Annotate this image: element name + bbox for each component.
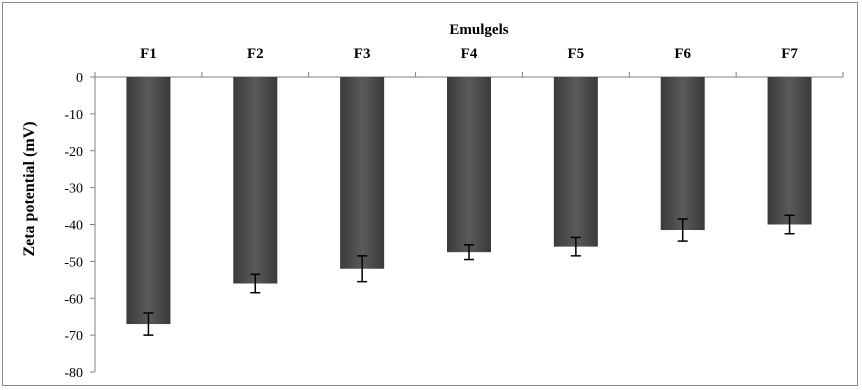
bar-f4	[447, 77, 491, 253]
chart-title: Emulgels	[449, 22, 508, 38]
y-ticks: 0 -10 -20 -30 -40 -50 -60 -70 -80	[64, 71, 95, 381]
y-tick-label: -50	[64, 255, 83, 270]
x-tick-label-f2: F2	[247, 46, 264, 62]
x-tick-label-f6: F6	[674, 46, 691, 62]
y-tick-label: -70	[64, 329, 83, 344]
x-tick-label-f3: F3	[354, 46, 371, 62]
y-tick-label: -80	[64, 366, 83, 381]
y-tick-label: -20	[64, 145, 83, 160]
bars	[126, 77, 812, 325]
y-tick-label: -40	[64, 219, 83, 234]
error-bars	[143, 214, 795, 336]
x-tick-label-f7: F7	[781, 46, 798, 62]
x-tick-label-f4: F4	[461, 46, 478, 62]
y-tick-label: -30	[64, 182, 83, 197]
x-tick-label-f1: F1	[140, 46, 157, 62]
y-tick-label: -10	[64, 108, 83, 123]
y-tick-label: -60	[64, 292, 83, 307]
y-axis-title: Zeta potential (mV)	[21, 121, 38, 256]
bar-f5	[553, 77, 598, 247]
bar-f7	[767, 77, 812, 225]
bar-f2	[233, 77, 278, 284]
bar-f1	[126, 77, 171, 325]
y-tick-label: 0	[76, 71, 83, 86]
bar-f6	[660, 77, 705, 231]
x-tick-label-f5: F5	[568, 46, 585, 62]
x-tick-labels: F1 F2 F3 F4 F5 F6 F7	[94, 46, 844, 77]
bar-f3	[340, 77, 385, 269]
